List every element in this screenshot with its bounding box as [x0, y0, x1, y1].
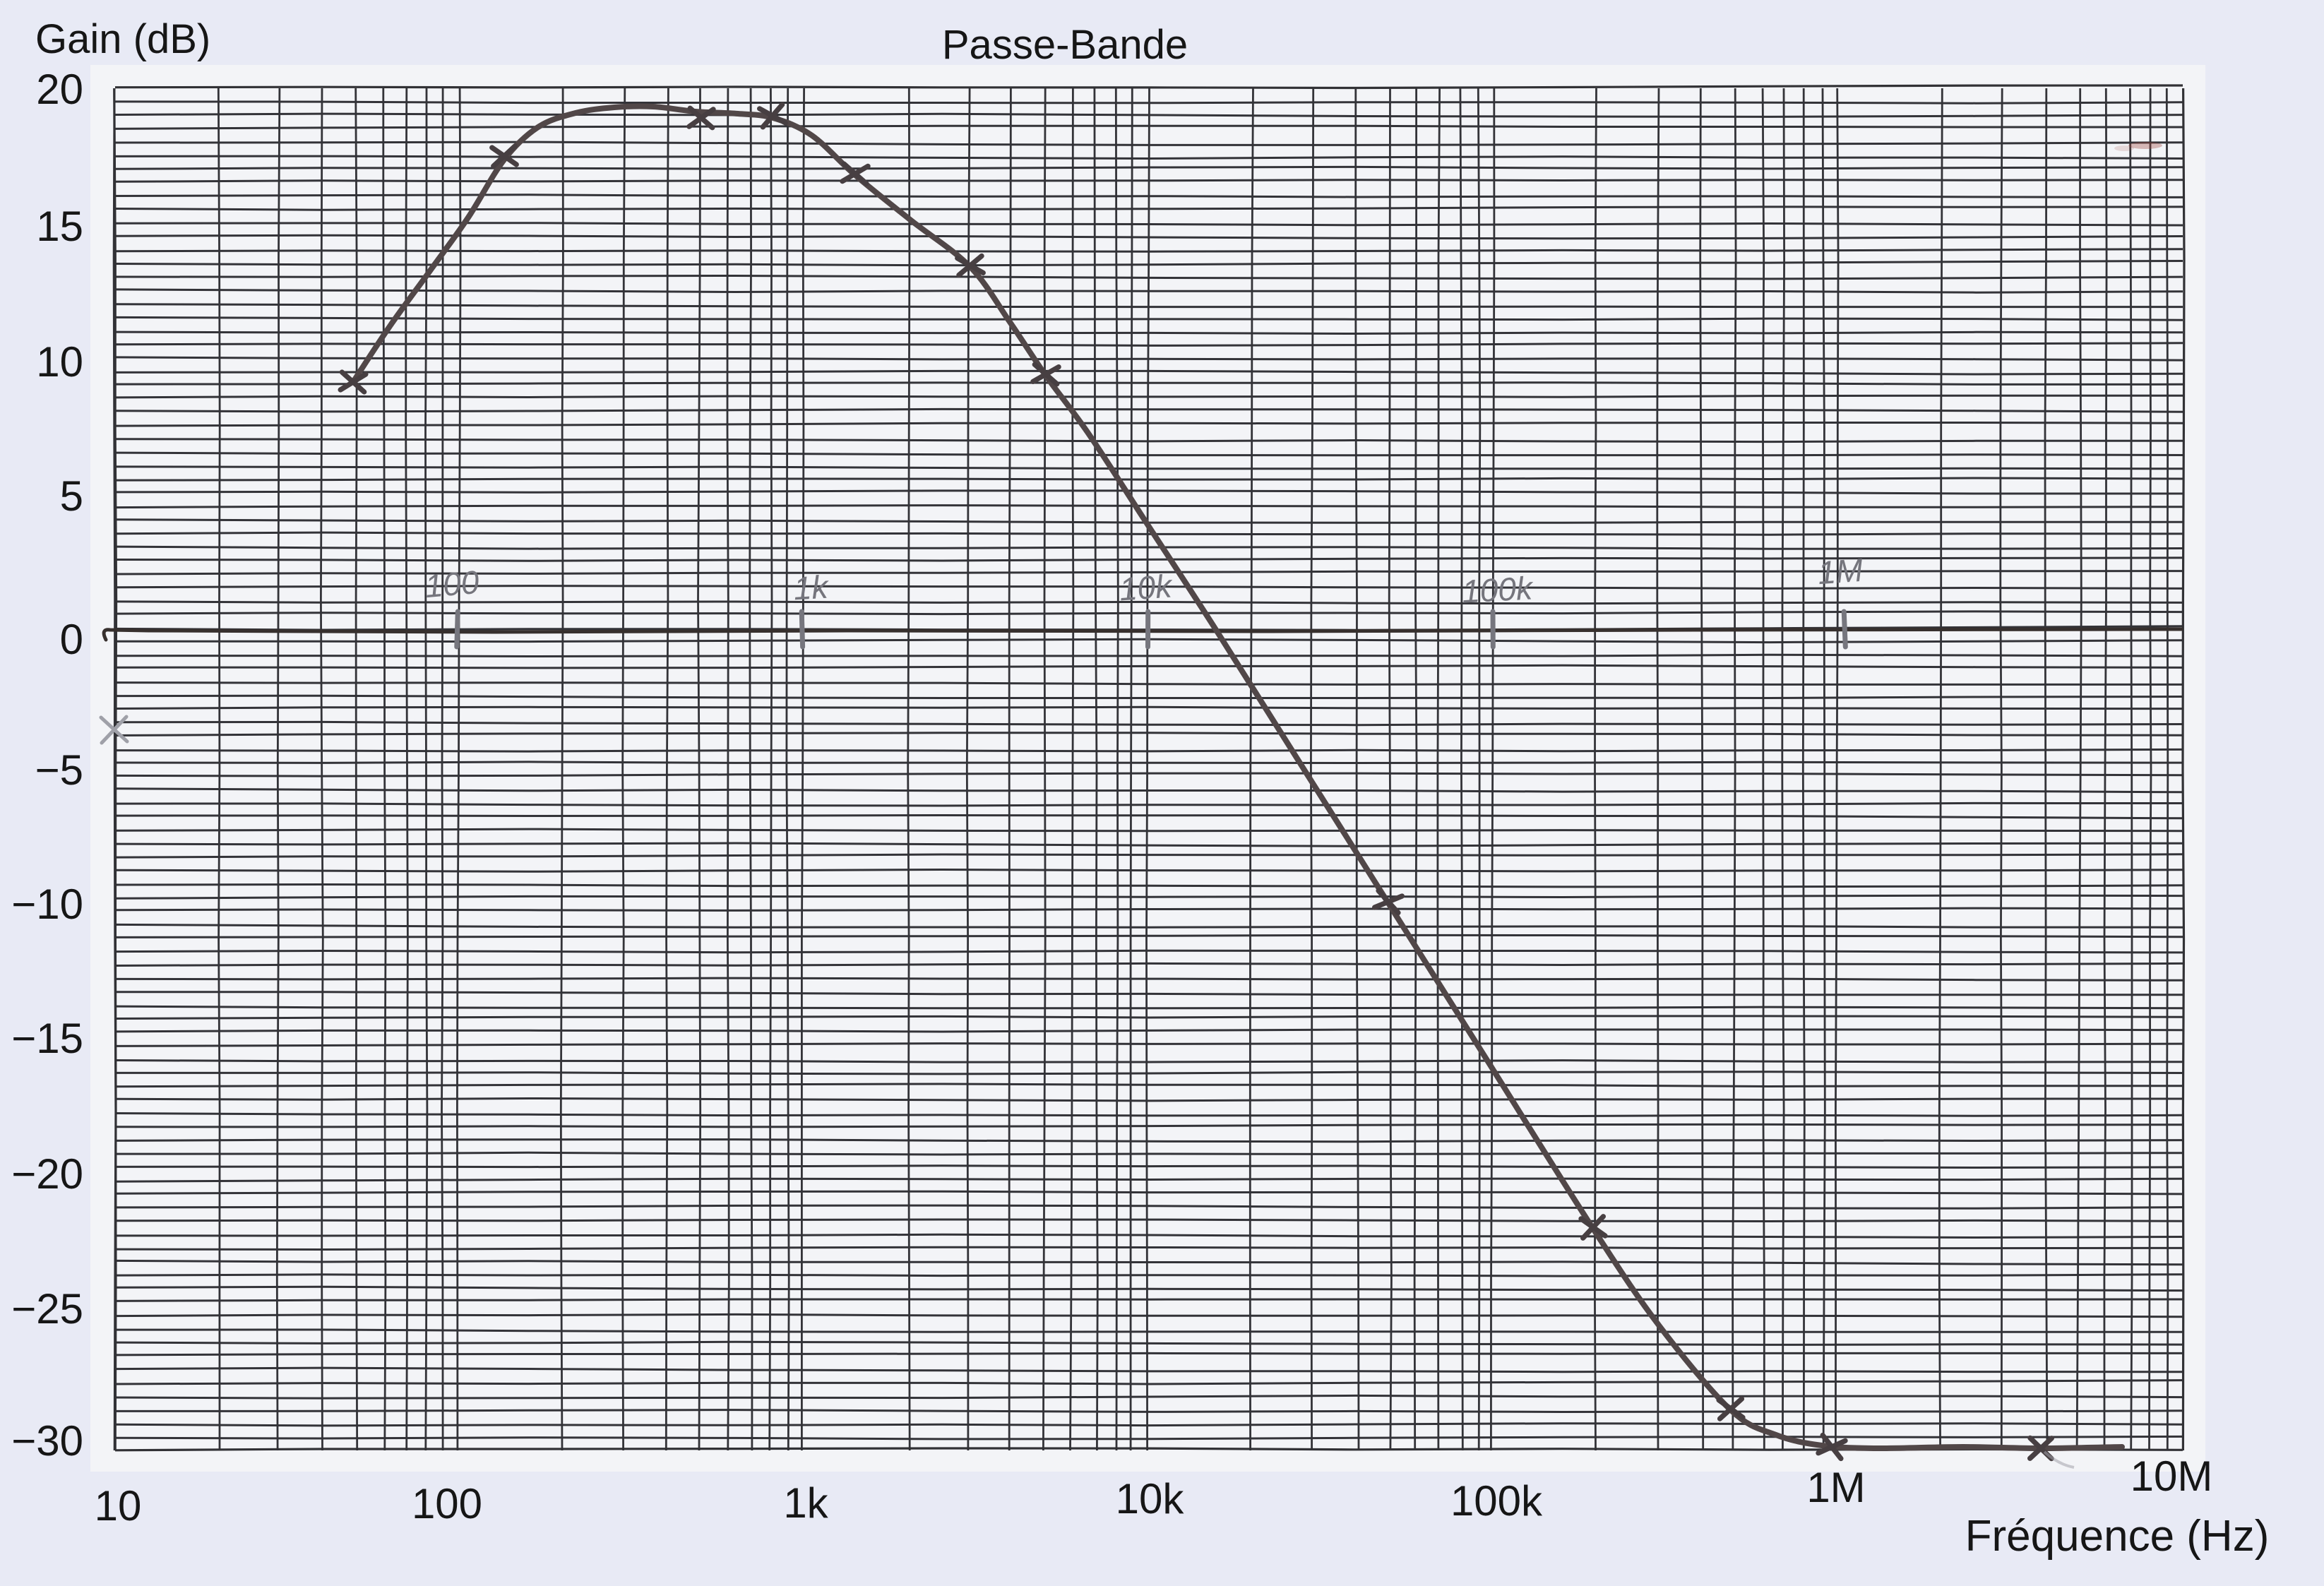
svg-text:0: 0 — [60, 616, 83, 663]
svg-text:20: 20 — [36, 66, 83, 113]
svg-text:−15: −15 — [11, 1015, 83, 1062]
svg-text:15: 15 — [36, 203, 83, 250]
svg-text:10: 10 — [36, 338, 83, 386]
svg-text:100k: 100k — [1461, 569, 1535, 609]
svg-text:10: 10 — [95, 1482, 142, 1530]
svg-text:1k: 1k — [783, 1479, 828, 1527]
svg-text:10k: 10k — [1118, 567, 1174, 607]
svg-text:10M: 10M — [2131, 1453, 2213, 1500]
svg-text:Passe-Bande: Passe-Bande — [942, 22, 1188, 68]
svg-text:5: 5 — [60, 472, 83, 520]
svg-text:−25: −25 — [11, 1285, 83, 1332]
svg-text:−5: −5 — [35, 746, 83, 794]
svg-text:Gain (dB): Gain (dB) — [35, 16, 210, 62]
svg-text:100k: 100k — [1450, 1477, 1543, 1525]
svg-text:100: 100 — [424, 564, 481, 605]
svg-text:−20: −20 — [11, 1150, 83, 1198]
svg-text:Fréquence (Hz): Fréquence (Hz) — [1965, 1512, 2270, 1561]
svg-text:1M: 1M — [1806, 1464, 1865, 1511]
svg-text:−30: −30 — [11, 1417, 83, 1465]
svg-text:1M: 1M — [1816, 551, 1864, 591]
svg-text:100: 100 — [412, 1480, 482, 1527]
svg-text:1k: 1k — [792, 568, 830, 607]
svg-text:10k: 10k — [1116, 1475, 1185, 1522]
svg-text:−10: −10 — [11, 881, 83, 928]
